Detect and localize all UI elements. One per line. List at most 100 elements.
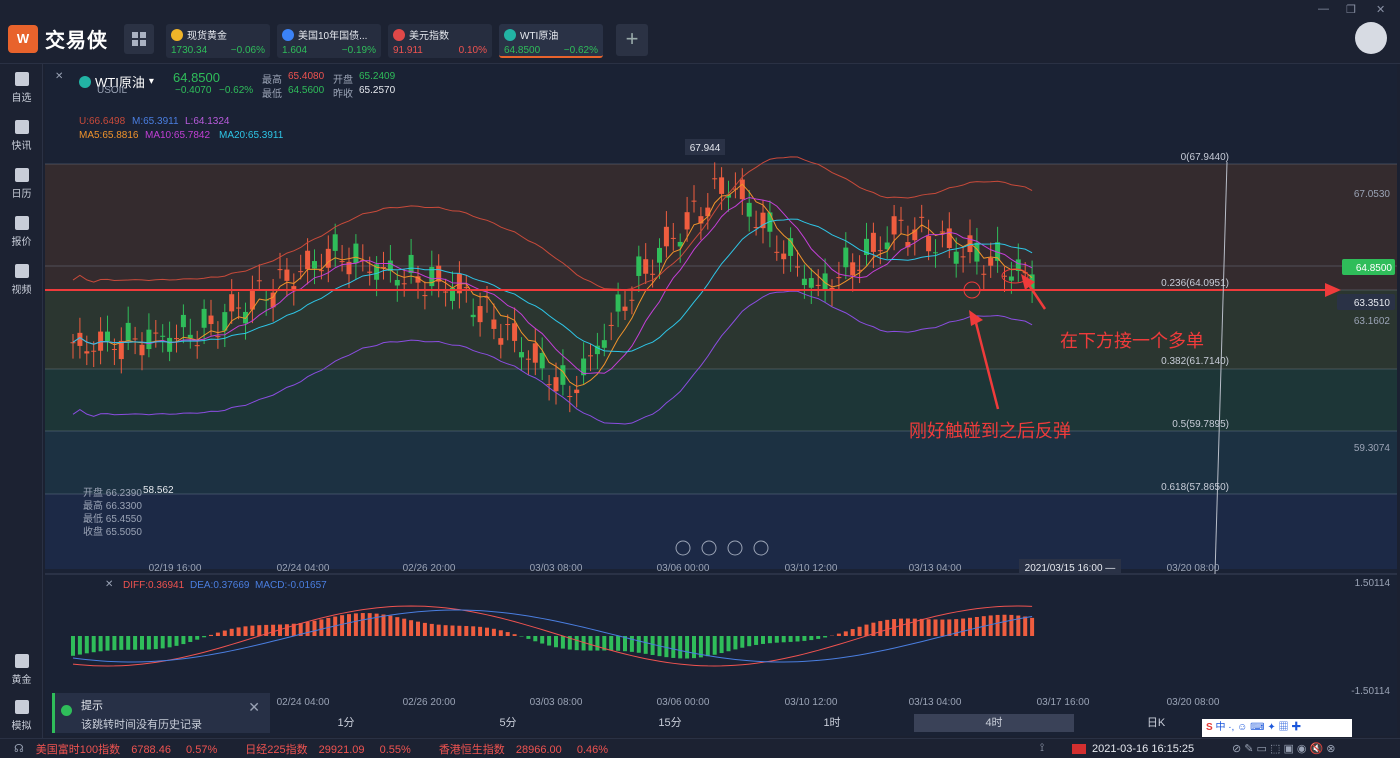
fib-zone	[45, 494, 1397, 569]
annotation-arrowhead	[969, 310, 983, 326]
macd-bar	[995, 614, 1000, 636]
sidebar-item[interactable]: 自选	[0, 72, 43, 104]
ticker-card[interactable]: 美元指数 91.911 0.10%	[388, 24, 492, 58]
candle-body	[519, 352, 524, 358]
candle-body	[450, 287, 455, 301]
candle-body	[512, 323, 518, 341]
sidebar-item[interactable]: 快讯	[0, 120, 43, 152]
touch-circle	[1001, 268, 1029, 284]
ticker-icon	[504, 28, 516, 41]
candle-body	[981, 273, 987, 275]
timeframe-tab[interactable]: 15分	[658, 717, 682, 729]
symbol-selector[interactable]: WTI原油 ▾	[79, 72, 154, 91]
macd-bar	[643, 636, 648, 654]
layout-grid-button[interactable]	[124, 24, 154, 54]
headset-icon[interactable]: ☊	[14, 743, 24, 755]
candle-body	[132, 338, 138, 340]
macd-bar	[243, 626, 248, 636]
ticker-icon	[171, 28, 183, 41]
add-ticker-button[interactable]: +	[616, 24, 648, 56]
macd-bar	[885, 619, 890, 636]
candle-body	[374, 264, 380, 280]
macd-bar	[781, 636, 786, 643]
candle-body	[463, 287, 469, 289]
app-logo: W 交易侠	[8, 24, 108, 53]
macd-bar	[574, 636, 579, 651]
ticker-name: 美元指数	[409, 31, 449, 42]
index-name: 日经225指数	[245, 743, 308, 756]
close-chart-icon[interactable]: ✕	[55, 71, 64, 82]
fib-label: 0.618(57.8650)	[1161, 482, 1229, 493]
timeframe-tab[interactable]: 5分	[499, 717, 517, 729]
sidebar-item-label: 黄金	[11, 675, 32, 686]
ma10-label: MA10:65.7842	[145, 130, 211, 141]
candle-body	[532, 343, 538, 363]
index-quote[interactable]: 日经225指数 29921.09 0.55%	[245, 741, 411, 757]
peak-label-bg	[685, 139, 725, 155]
sidebar-item[interactable]: 模拟	[0, 700, 43, 732]
timeframe-tab[interactable]: 4时	[914, 714, 1074, 732]
china-flag-icon	[1072, 743, 1086, 754]
macd-bar	[416, 621, 420, 636]
macd-bar	[181, 636, 186, 645]
macd-bar	[347, 614, 351, 636]
macd-bar	[126, 636, 131, 650]
macd-bar	[733, 636, 738, 650]
candle-body	[312, 261, 317, 269]
time-axis-label: 03/13 04:00	[909, 563, 962, 574]
candle-body	[477, 306, 483, 323]
macd-time-label: 03/13 04:00	[909, 697, 962, 708]
index-quote[interactable]: 香港恒生指数 28966.00 0.46%	[439, 741, 608, 757]
ime-toolbar[interactable]: S 中 ·, ☺ ⌨ ✦ ▦ ✚	[1202, 719, 1352, 737]
macd-bar	[940, 619, 945, 636]
macd-bar	[774, 636, 779, 643]
chart-nav-button	[753, 540, 769, 556]
timeframe-tab[interactable]: 1分	[337, 717, 355, 729]
sidebar-item[interactable]: 日历	[0, 168, 43, 200]
chart-area[interactable]: 在下方接一个多单 刚好触碰到之后反弹 0(67.9440) 0.236(64.0951…	[45, 64, 1397, 736]
fib-zone	[45, 290, 1397, 369]
macd-bar	[526, 636, 531, 639]
macd-bar	[919, 618, 924, 636]
macd-bar	[264, 624, 269, 636]
sidebar-item[interactable]: 视频	[0, 264, 43, 296]
candle-body	[284, 269, 290, 281]
ticker-card[interactable]: 现货黄金 1730.34 −0.06%	[166, 24, 270, 58]
ticker-card[interactable]: 美国10年国债... 1.604 −0.19%	[277, 24, 381, 58]
sidebar-item-label: 报价	[11, 237, 32, 248]
macd-bar	[229, 628, 234, 636]
candle-body	[781, 253, 787, 260]
toast-close-icon[interactable]: ✕	[248, 699, 260, 715]
index-quote[interactable]: 美国富时100指数 6788.46 0.57%	[36, 741, 217, 757]
candle-body	[588, 355, 593, 357]
candle-body	[891, 216, 897, 235]
toolbar-icons[interactable]: ⊘ ✎ ▭ ⬚ ▣ ◉ 🔇 ⊗	[1232, 743, 1336, 755]
timeframe-tab[interactable]: 日K	[1146, 717, 1166, 729]
wti-icon	[79, 75, 91, 88]
close-icon[interactable]: ✕	[1376, 4, 1386, 16]
index-value: 29921.09	[318, 743, 365, 756]
candle-body	[601, 340, 607, 348]
timeframe-tab[interactable]: 1时	[823, 717, 841, 729]
boll-upper: U:66.6498	[79, 116, 126, 127]
sidebar-item[interactable]: 黄金	[0, 654, 43, 686]
ticker-price: 91.911	[393, 45, 423, 56]
macd-bar	[602, 636, 607, 651]
candle-body	[560, 365, 566, 385]
minimize-icon[interactable]: —	[1318, 3, 1329, 15]
candle-body	[339, 261, 345, 263]
sidebar-item[interactable]: 报价	[0, 216, 43, 248]
macd-bar	[215, 632, 220, 636]
ticker-card[interactable]: WTI原油 64.8500 −0.62%	[499, 24, 603, 58]
avatar[interactable]	[1355, 22, 1387, 54]
toast-notification: 提示 该跳转时间没有历史记录 ✕	[52, 693, 270, 733]
restore-icon[interactable]: ❐	[1346, 4, 1356, 16]
candle-body	[698, 216, 704, 224]
macd-bar	[422, 622, 427, 636]
ticker-price: 64.8500	[504, 45, 541, 56]
ticker-icon	[393, 28, 405, 41]
candle-body	[677, 241, 683, 247]
candle-body	[325, 248, 331, 268]
macd-close-icon[interactable]: ✕	[105, 579, 114, 590]
